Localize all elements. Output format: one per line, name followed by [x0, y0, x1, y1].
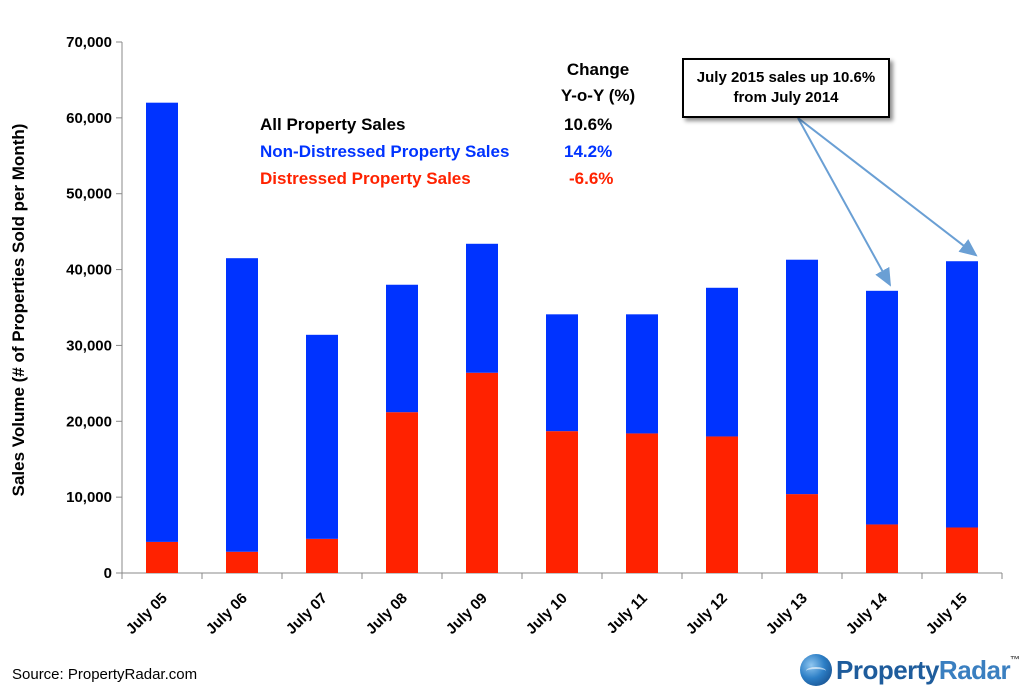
legend-label-distressed: Distressed Property Sales	[260, 169, 471, 188]
y-axis-label: Sales Volume (# of Properties Sold per M…	[9, 124, 28, 497]
legend-label-non-distressed: Non-Distressed Property Sales	[260, 142, 509, 161]
bar-non-distressed-july-07	[306, 334, 338, 539]
bar-non-distressed-july-15	[946, 261, 978, 528]
y-tick-label: 40,000	[66, 262, 112, 279]
legend-label-all: All Property Sales	[260, 115, 406, 134]
x-tick-label: July 09	[443, 590, 491, 638]
bar-distressed-july-10	[546, 431, 578, 573]
legend: Change Y-o-Y (%) All Property Sales 10.6…	[260, 60, 635, 188]
annotation-line2: from July 2014	[733, 89, 839, 106]
x-tick-labels: July 05 July 06 July 07 July 08 July 09 July …	[123, 589, 971, 637]
x-tick-label: July 15	[923, 590, 971, 638]
legend-value-non-distressed: 14.2%	[564, 142, 612, 161]
source-note: Source: PropertyRadar.com	[12, 666, 197, 683]
y-tick-label: 60,000	[66, 110, 112, 127]
x-tick-label: July 12	[683, 590, 731, 638]
bar-distressed-july-07	[306, 538, 338, 573]
x-tick-label: July 14	[843, 589, 891, 637]
legend-value-distressed: -6.6%	[569, 169, 613, 188]
bar-distressed-july-11	[626, 433, 658, 573]
x-tick-label: July 10	[523, 590, 571, 638]
bar-distressed-july-08	[386, 412, 418, 573]
x-tick-label: July 11	[603, 590, 650, 637]
bar-non-distressed-july-08	[386, 284, 418, 413]
x-tick-label: July 08	[363, 590, 411, 638]
y-tick-label: 20,000	[66, 413, 112, 430]
annotation-arrows	[797, 117, 978, 287]
bar-non-distressed-july-11	[626, 314, 658, 434]
x-tick-label: July 13	[763, 590, 811, 638]
bar-distressed-july-15	[946, 527, 978, 573]
x-tick-label: July 05	[123, 590, 171, 638]
bar-non-distressed-july-13	[786, 259, 818, 495]
bar-non-distressed-july-12	[706, 287, 738, 437]
bar-distressed-july-14	[866, 524, 898, 573]
legend-header-line2: Y-o-Y (%)	[561, 86, 635, 105]
annotation-arrow	[797, 117, 891, 287]
bar-non-distressed-july-05	[146, 102, 178, 542]
annotation-callout: July 2015 sales up 10.6% from July 2014	[682, 58, 890, 118]
logo-wordmark: PropertyRadar™	[836, 654, 1020, 685]
y-tick-label: 50,000	[66, 186, 112, 203]
bar-distressed-july-06	[226, 551, 258, 573]
globe-icon	[800, 654, 832, 686]
annotation-line1: July 2015 sales up 10.6%	[696, 69, 876, 86]
bar-non-distressed-july-10	[546, 314, 578, 432]
bar-distressed-july-12	[706, 436, 738, 573]
bars	[146, 102, 978, 573]
bar-distressed-july-13	[786, 494, 818, 573]
y-tick-label: 10,000	[66, 489, 112, 506]
x-tick-label: July 07	[283, 590, 331, 638]
propertyradar-logo: PropertyRadar™	[800, 652, 1020, 688]
y-tick-label: 30,000	[66, 337, 112, 354]
y-tick-label: 0	[104, 565, 112, 582]
x-tick-label: July 06	[203, 590, 251, 638]
bar-non-distressed-july-09	[466, 243, 498, 373]
bar-distressed-july-05	[146, 541, 178, 573]
legend-header-line1: Change	[567, 60, 629, 79]
bar-distressed-july-09	[466, 372, 498, 573]
legend-value-all: 10.6%	[564, 115, 612, 134]
bar-non-distressed-july-14	[866, 290, 898, 525]
y-tick-label: 70,000	[66, 34, 112, 51]
annotation-arrow	[797, 117, 978, 257]
bar-non-distressed-july-06	[226, 258, 258, 552]
y-tick-labels: 0 10,000 20,000 30,000 40,000 50,000 60,000 70,…	[66, 34, 112, 582]
